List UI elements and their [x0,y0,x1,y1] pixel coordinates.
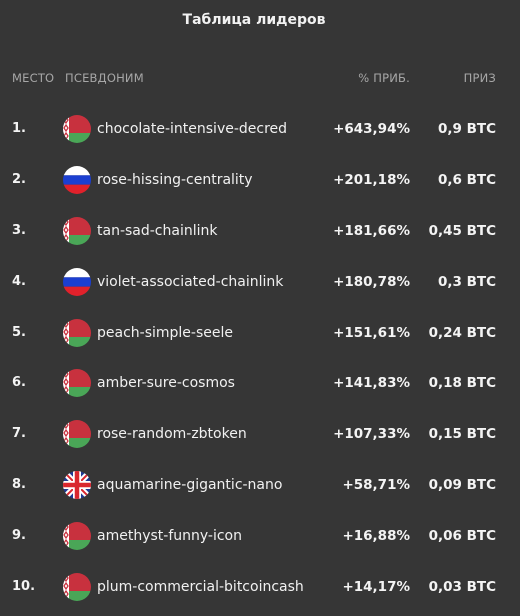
table-header: МЕСТО ПСЕВДОНИМ % ПРИБ. ПРИЗ [0,70,520,86]
rank-cell: 8. [12,477,26,493]
rank-cell: 7. [12,426,26,442]
prize-cell: 0,03 BTC [428,579,496,596]
rank-cell: 3. [12,222,26,238]
table-row: 5. peach-simple-seele +151,61% 0,24 BTC [0,308,520,359]
rank-cell: 6. [12,375,26,391]
nickname-cell: amber-sure-cosmos [97,375,235,392]
nickname-cell: violet-associated-chainlink [97,273,284,290]
rank-cell: 1. [12,121,26,136]
profit-cell: +643,94% [333,121,410,137]
nickname-cell: rose-hissing-centrality [97,171,253,188]
belarus-flag-icon [63,216,91,245]
profit-cell: +16,88% [342,528,410,545]
profit-cell: +201,18% [333,171,410,188]
profit-cell: +58,71% [342,477,410,494]
nickname-cell: chocolate-intensive-decred [97,121,288,137]
prize-cell: 0,24 BTC [428,324,496,341]
table-row: 6. amber-sure-cosmos +141,83% 0,18 BTC [0,358,520,409]
nickname-cell: aquamarine-gigantic-nano [97,477,283,494]
prize-cell: 0,06 BTC [428,528,496,545]
profit-cell: +107,33% [333,426,410,443]
belarus-flag-icon [63,522,91,551]
prize-cell: 0,18 BTC [428,375,496,392]
column-header-prize: ПРИЗ [463,71,496,85]
rank-cell: 2. [12,171,26,187]
prize-cell: 0,09 BTC [428,477,496,494]
rank-cell: 9. [12,528,26,544]
column-header-rank: МЕСТО [12,71,55,85]
column-header-nickname: ПСЕВДОНИМ [65,71,144,85]
table-row: 1. chocolate-intensive-decred +643,94% 0… [0,104,520,155]
prize-cell: 0,45 BTC [428,222,496,239]
belarus-flag-icon [63,369,91,398]
russia-flag-icon [63,165,91,194]
prize-cell: 0,9 BTC [437,121,496,137]
page-title: Таблица лидеров [182,12,326,28]
leaderboard-rows: 1. chocolate-intensive-decred +643,94% 0… [0,104,520,613]
table-row: 7. rose-random-zbtoken +107,33% 0,15 BTC [0,409,520,460]
uk-flag-icon [63,471,91,500]
table-row: 2. rose-hissing-centrality +201,18% 0,6 … [0,155,520,206]
rank-cell: 4. [12,273,26,289]
prize-cell: 0,6 BTC [437,171,496,188]
profit-cell: +151,61% [333,324,410,341]
column-header-profit: % ПРИБ. [358,71,410,85]
prize-cell: 0,3 BTC [437,273,496,290]
profit-cell: +14,17% [342,579,410,596]
table-row: 3. tan-sad-chainlink +181,66% 0,45 BTC [0,206,520,257]
belarus-flag-icon [63,318,91,347]
belarus-flag-icon [63,115,91,143]
nickname-cell: peach-simple-seele [97,324,233,341]
russia-flag-icon [63,267,91,296]
profit-cell: +180,78% [333,273,410,290]
table-row: 4. violet-associated-chainlink +180,78% … [0,257,520,308]
rank-cell: 5. [12,324,26,340]
nickname-cell: tan-sad-chainlink [97,222,218,239]
belarus-flag-icon [63,573,91,602]
table-row: 8. aquamarine-gigantic-nano +58,71% 0,09… [0,460,520,511]
table-row: 10. plum-commercial-bitcoincash +14,17% … [0,562,520,613]
nickname-cell: amethyst-funny-icon [97,528,242,545]
belarus-flag-icon [63,420,91,449]
rank-cell: 10. [12,579,36,595]
table-row: 9. amethyst-funny-icon +16,88% 0,06 BTC [0,511,520,562]
profit-cell: +181,66% [333,222,410,239]
nickname-cell: plum-commercial-bitcoincash [97,579,304,596]
prize-cell: 0,15 BTC [428,426,496,443]
profit-cell: +141,83% [333,375,410,392]
nickname-cell: rose-random-zbtoken [97,426,247,443]
